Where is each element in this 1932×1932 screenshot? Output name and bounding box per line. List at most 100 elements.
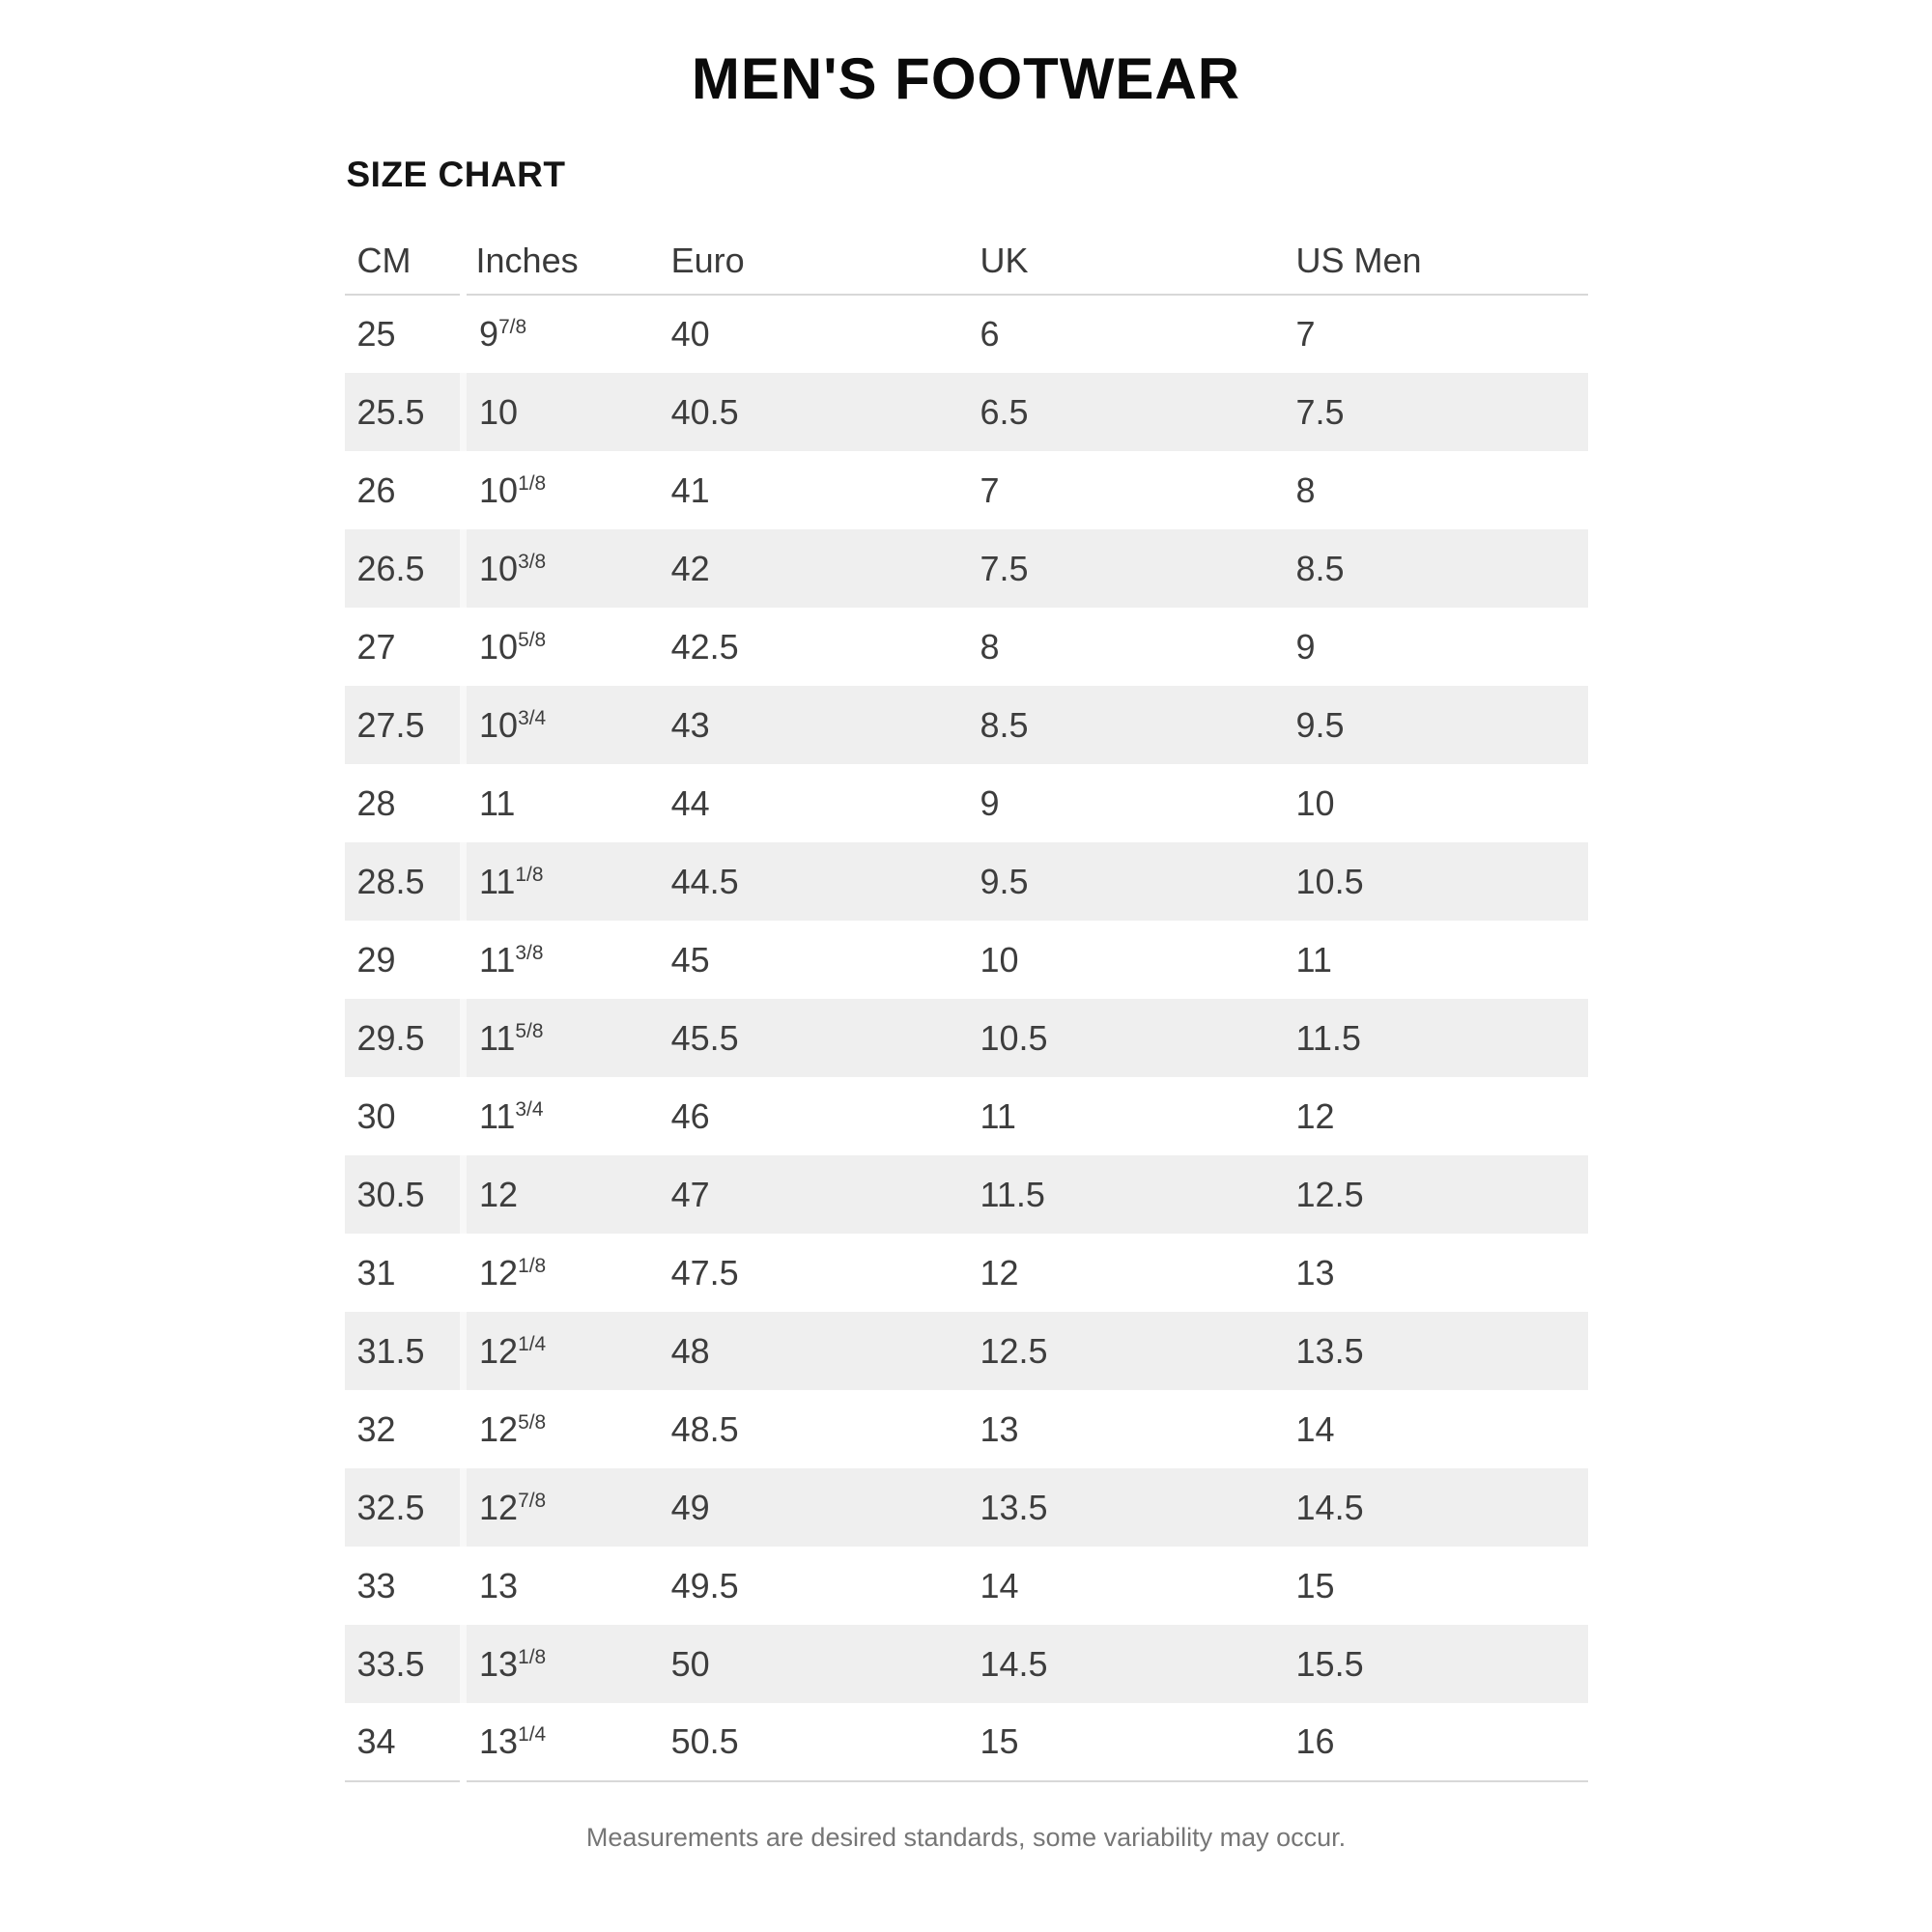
section-title: SIZE CHART	[346, 155, 566, 194]
table-row: 28 11 44 9 10	[344, 764, 1588, 842]
fraction-superscript: 3/8	[515, 941, 544, 964]
size-cell: 43	[670, 704, 710, 745]
size-cell: 27	[344, 608, 468, 686]
size-cell: 31	[344, 1234, 468, 1312]
fraction-superscript: 7/8	[498, 316, 527, 339]
size-cell: 113/4	[479, 1095, 544, 1136]
size-cell: 12.5	[980, 1330, 1048, 1371]
fraction-superscript: 1/8	[518, 1254, 547, 1277]
size-cell: 13.5	[980, 1487, 1048, 1527]
size-cell: 49	[670, 1487, 710, 1527]
size-chart-content: SIZE CHART CM Inches Euro UK US Men 25 97/8 40…	[344, 155, 1588, 1853]
size-cell: 32.5	[344, 1468, 468, 1547]
size-cell: 34	[344, 1703, 468, 1782]
size-cell: 15	[967, 1703, 1284, 1782]
size-cell: 41	[670, 469, 710, 510]
fraction-superscript: 1/8	[518, 471, 547, 495]
size-cell: 10.5	[980, 1017, 1048, 1058]
size-cell: 9.5	[980, 861, 1029, 901]
size-cell: 6	[980, 314, 1000, 354]
size-cell: 101/8	[479, 469, 547, 510]
size-cell: 26	[344, 451, 468, 529]
size-cell: 31.5	[344, 1312, 468, 1390]
size-cell: 28	[344, 764, 468, 842]
table-row: 31.5 121/4 48 12.5 13.5	[344, 1312, 1588, 1390]
fraction-superscript: 3/4	[518, 706, 547, 729]
fraction-superscript: 7/8	[518, 1489, 547, 1512]
size-cell: 40.5	[670, 391, 739, 432]
table-row: 30 113/4 46 11 12	[344, 1077, 1588, 1155]
size-cell: 12	[479, 1174, 519, 1214]
size-cell: 15.5	[1295, 1643, 1364, 1684]
size-cell: 13.5	[1295, 1330, 1364, 1371]
footnote: Measurements are desired standards, some…	[585, 1823, 1347, 1852]
size-cell: 10	[980, 939, 1019, 980]
size-cell: 28.5	[344, 842, 468, 921]
size-cell: 50.5	[658, 1703, 968, 1782]
size-cell: 9	[1295, 626, 1316, 667]
column-header-euro: Euro	[658, 231, 968, 296]
size-cell: 10.5	[1295, 861, 1364, 901]
size-cell: 14.5	[1295, 1487, 1364, 1527]
size-cell: 11	[479, 782, 516, 823]
size-cell: 45.5	[670, 1017, 739, 1058]
size-cell: 11.5	[1295, 1017, 1361, 1058]
size-cell: 25	[344, 295, 468, 373]
table-row: 33.5 131/8 50 14.5 15.5	[344, 1625, 1588, 1703]
page-title: MEN'S FOOTWEAR	[691, 46, 1241, 111]
size-cell: 14	[1295, 1408, 1335, 1449]
column-header-cm: CM	[344, 231, 464, 296]
table-row: 26 101/8 41 7 8	[344, 451, 1588, 529]
table-row: 25.5 10 40.5 6.5 7.5	[344, 373, 1588, 451]
size-cell: 29	[344, 921, 468, 999]
column-header-uk: UK	[967, 231, 1284, 296]
size-cell: 13	[479, 1565, 519, 1605]
size-cell: 30	[344, 1077, 468, 1155]
table-row: 30.5 12 47 11.5 12.5	[344, 1155, 1588, 1234]
size-cell: 10	[479, 391, 519, 432]
size-cell: 29.5	[344, 999, 468, 1077]
table-row: 28.5 111/8 44.5 9.5 10.5	[344, 842, 1588, 921]
size-cell: 14	[980, 1565, 1019, 1605]
size-cell: 40	[670, 314, 710, 354]
size-cell: 113/8	[479, 939, 544, 980]
size-cell: 7.5	[980, 548, 1029, 588]
size-cell: 10	[1295, 782, 1335, 823]
fraction-superscript: 3/8	[518, 550, 547, 573]
size-cell: 8.5	[980, 704, 1029, 745]
size-table-body: 25 97/8 40 6 7 25.5 10 40.5 6.5 7.5 26 101/8 41 7 8 26.…	[344, 295, 1588, 1782]
size-cell: 12	[980, 1252, 1019, 1293]
table-row: 32 125/8 48.5 13 14	[344, 1390, 1588, 1468]
table-row: 26.5 103/8 42 7.5 8.5	[344, 529, 1588, 608]
size-cell: 48	[670, 1330, 710, 1371]
fraction-superscript: 3/4	[515, 1097, 544, 1121]
size-cell: 12.5	[1295, 1174, 1364, 1214]
fraction-superscript: 1/8	[515, 863, 544, 886]
size-cell: 97/8	[479, 314, 527, 354]
size-cell: 9	[980, 782, 1000, 823]
table-header-row: CM Inches Euro UK US Men	[344, 231, 1588, 296]
size-cell: 42	[670, 548, 710, 588]
size-cell: 121/8	[479, 1252, 547, 1293]
size-cell: 115/8	[479, 1017, 544, 1058]
table-row: 32.5 127/8 49 13.5 14.5	[344, 1468, 1588, 1547]
table-row: 29 113/8 45 10 11	[344, 921, 1588, 999]
fraction-superscript: 1/4	[518, 1332, 547, 1355]
size-cell: 131/4	[463, 1703, 659, 1782]
size-cell: 8	[1295, 469, 1316, 510]
size-cell: 103/8	[479, 548, 547, 588]
size-cell: 9.5	[1295, 704, 1345, 745]
size-cell: 32	[344, 1390, 468, 1468]
size-cell: 50	[670, 1643, 710, 1684]
size-cell: 33	[344, 1547, 468, 1625]
size-cell: 47	[670, 1174, 710, 1214]
size-cell: 42.5	[670, 626, 739, 667]
size-cell: 47.5	[670, 1252, 739, 1293]
size-cell: 13	[980, 1408, 1019, 1449]
size-cell: 11	[1295, 939, 1332, 980]
column-header-us-men: US Men	[1283, 231, 1588, 296]
size-cell: 11	[980, 1095, 1016, 1136]
fraction-superscript: 1/4	[518, 1723, 547, 1747]
size-cell: 16	[1283, 1703, 1588, 1782]
fraction-superscript: 5/8	[518, 1410, 547, 1434]
